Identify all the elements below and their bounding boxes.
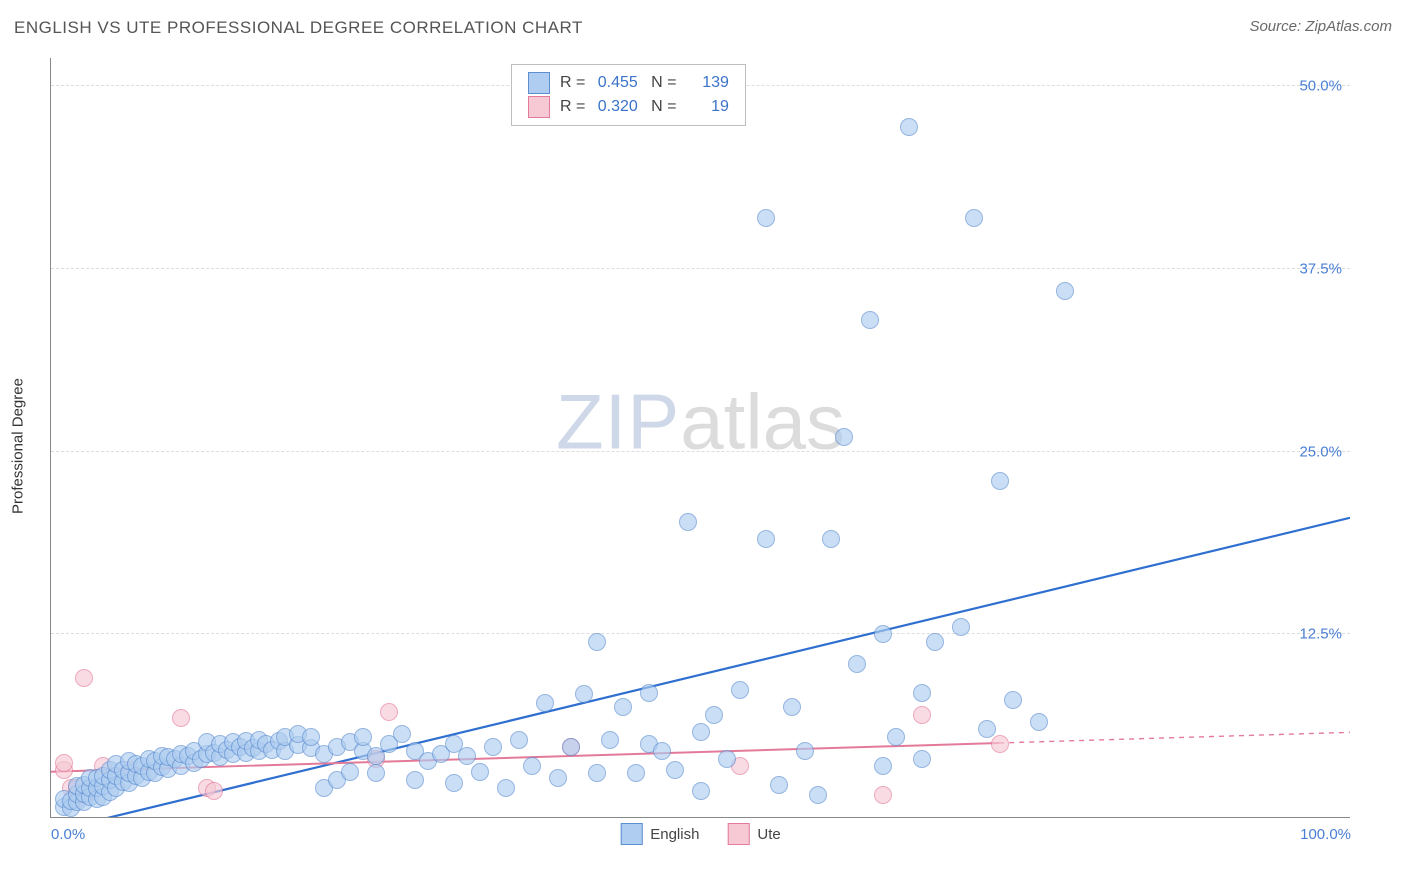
data-point xyxy=(822,530,840,548)
data-point xyxy=(484,738,502,756)
data-point xyxy=(900,118,918,136)
data-point xyxy=(406,771,424,789)
stats-box: R = 0.455 N = 139R = 0.320 N = 19 xyxy=(511,64,746,126)
stats-text: R = 0.320 N = 19 xyxy=(560,95,729,119)
watermark-part2: atlas xyxy=(680,378,845,466)
source-attribution: Source: ZipAtlas.com xyxy=(1249,18,1392,35)
data-point xyxy=(952,618,970,636)
legend-label: English xyxy=(650,826,699,843)
data-point xyxy=(341,763,359,781)
data-point xyxy=(770,776,788,794)
data-point xyxy=(692,723,710,741)
data-point xyxy=(783,698,801,716)
data-point xyxy=(861,311,879,329)
data-point xyxy=(172,709,190,727)
data-point xyxy=(978,720,996,738)
data-point xyxy=(887,728,905,746)
data-point xyxy=(757,530,775,548)
data-point xyxy=(471,763,489,781)
data-point xyxy=(874,757,892,775)
data-point xyxy=(562,738,580,756)
stats-row: R = 0.455 N = 139 xyxy=(528,71,729,95)
data-point xyxy=(653,742,671,760)
data-point xyxy=(354,728,372,746)
data-point xyxy=(523,757,541,775)
data-point xyxy=(75,669,93,687)
legend-item: English xyxy=(620,823,699,845)
data-point xyxy=(848,655,866,673)
data-point xyxy=(874,625,892,643)
y-axis-title: Professional Degree xyxy=(10,378,27,514)
stats-text: R = 0.455 N = 139 xyxy=(560,71,729,95)
data-point xyxy=(1004,691,1022,709)
data-point xyxy=(588,764,606,782)
legend-swatch xyxy=(528,96,550,118)
data-point xyxy=(718,750,736,768)
data-point xyxy=(913,750,931,768)
data-point xyxy=(510,731,528,749)
legend-swatch xyxy=(727,823,749,845)
data-point xyxy=(835,428,853,446)
data-point xyxy=(679,513,697,531)
data-point xyxy=(1030,713,1048,731)
data-point xyxy=(1056,282,1074,300)
data-point xyxy=(445,774,463,792)
legend-swatch xyxy=(620,823,642,845)
data-point xyxy=(393,725,411,743)
y-tick-label: 50.0% xyxy=(1299,78,1342,95)
trendline-solid xyxy=(51,518,1350,817)
x-tick-label: 0.0% xyxy=(51,826,85,843)
data-point xyxy=(991,472,1009,490)
data-point xyxy=(666,761,684,779)
data-point xyxy=(757,209,775,227)
trendline-dashed xyxy=(999,732,1350,743)
data-point xyxy=(458,747,476,765)
data-point xyxy=(205,782,223,800)
data-point xyxy=(913,706,931,724)
data-point xyxy=(640,684,658,702)
chart-header: ENGLISH VS UTE PROFESSIONAL DEGREE CORRE… xyxy=(14,18,1392,44)
legend-item: Ute xyxy=(727,823,780,845)
x-tick-label: 100.0% xyxy=(1300,826,1351,843)
trendlines-svg xyxy=(51,58,1350,817)
data-point xyxy=(926,633,944,651)
data-point xyxy=(497,779,515,797)
data-point xyxy=(731,681,749,699)
data-point xyxy=(991,735,1009,753)
watermark: ZIPatlas xyxy=(556,377,845,468)
scatter-plot-area: ZIPatlas 12.5%25.0%37.5%50.0%0.0%100.0%R… xyxy=(50,58,1350,818)
data-point xyxy=(705,706,723,724)
legend-bottom: English Ute xyxy=(620,823,781,845)
data-point xyxy=(549,769,567,787)
watermark-part1: ZIP xyxy=(556,378,680,466)
chart-title: ENGLISH VS UTE PROFESSIONAL DEGREE CORRE… xyxy=(14,18,583,38)
legend-swatch xyxy=(528,72,550,94)
gridline xyxy=(51,633,1350,634)
data-point xyxy=(575,685,593,703)
data-point xyxy=(809,786,827,804)
data-point xyxy=(874,786,892,804)
data-point xyxy=(913,684,931,702)
data-point xyxy=(627,764,645,782)
data-point xyxy=(380,703,398,721)
gridline xyxy=(51,268,1350,269)
legend-label: Ute xyxy=(757,826,780,843)
data-point xyxy=(55,754,73,772)
data-point xyxy=(601,731,619,749)
gridline xyxy=(51,451,1350,452)
data-point xyxy=(536,694,554,712)
y-tick-label: 37.5% xyxy=(1299,260,1342,277)
data-point xyxy=(614,698,632,716)
data-point xyxy=(302,728,320,746)
stats-row: R = 0.320 N = 19 xyxy=(528,95,729,119)
data-point xyxy=(588,633,606,651)
data-point xyxy=(965,209,983,227)
y-tick-label: 25.0% xyxy=(1299,443,1342,460)
data-point xyxy=(796,742,814,760)
data-point xyxy=(692,782,710,800)
data-point xyxy=(367,764,385,782)
y-tick-label: 12.5% xyxy=(1299,626,1342,643)
